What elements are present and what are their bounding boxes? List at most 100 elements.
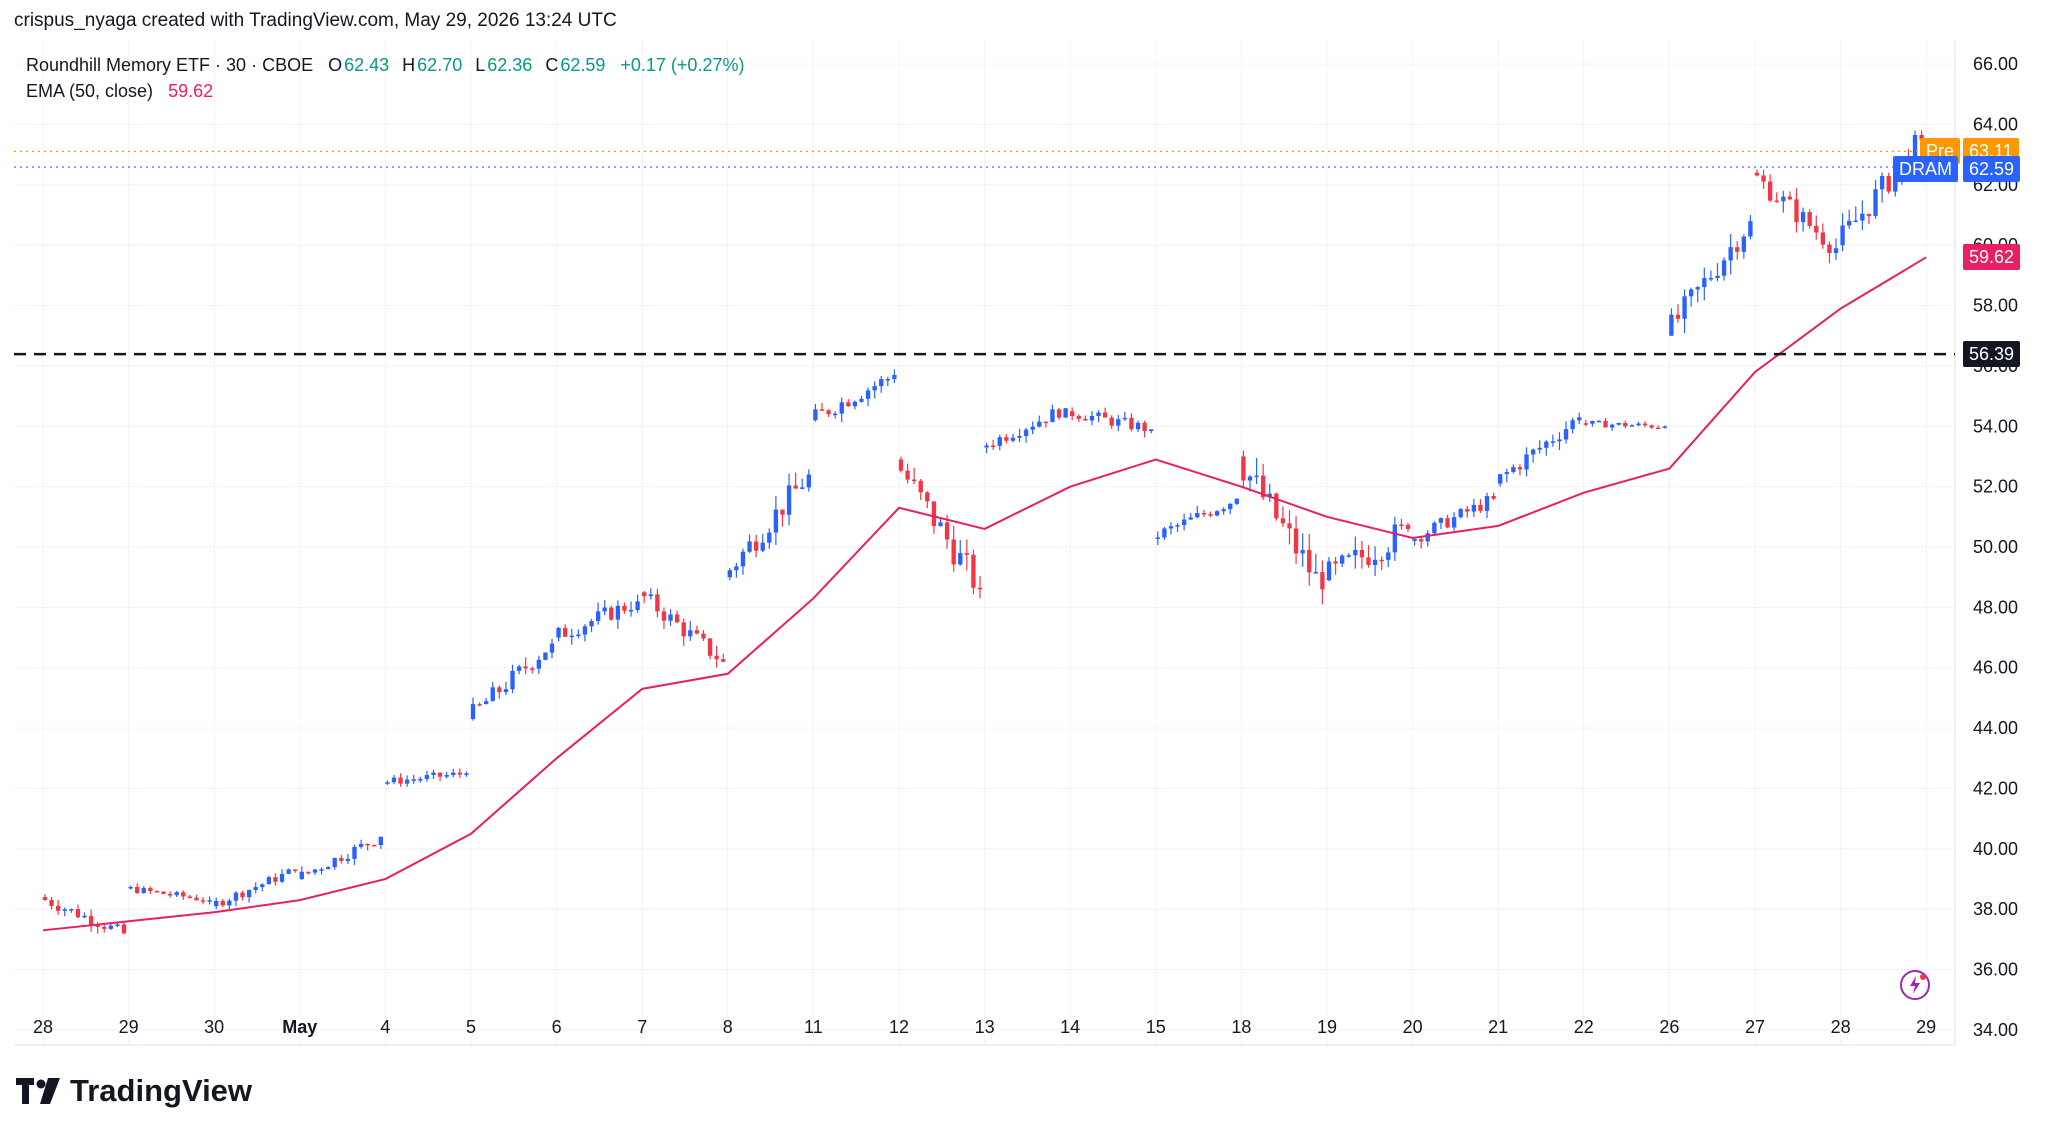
tradingview-logo[interactable]: TradingView xyxy=(16,1073,252,1109)
candle-body xyxy=(1629,425,1635,427)
candle-body xyxy=(1129,417,1134,430)
candle-body xyxy=(1267,493,1272,498)
candle-body xyxy=(1221,509,1226,512)
candle-body xyxy=(1471,504,1477,512)
candle-body xyxy=(1754,172,1760,176)
candle-body xyxy=(246,890,252,898)
candle-body xyxy=(1247,476,1253,481)
candle-body xyxy=(1010,437,1016,441)
candle-body xyxy=(622,605,627,611)
candle-body xyxy=(75,909,81,918)
candle-body xyxy=(1623,422,1628,427)
candle-body xyxy=(1741,236,1747,252)
candle-body xyxy=(642,592,647,597)
candle-body xyxy=(62,909,67,911)
candle-body xyxy=(1570,420,1575,430)
candle-body xyxy=(457,772,463,775)
candle-body xyxy=(88,915,94,926)
candle-body xyxy=(747,541,752,552)
candle-body xyxy=(925,492,930,502)
candle-body xyxy=(200,900,206,902)
candle-body xyxy=(135,886,140,893)
x-tick-label: 26 xyxy=(1659,1017,1679,1037)
legend-row-symbol: Roundhill Memory ETF · 30 · CBOE O 62.43 … xyxy=(26,52,746,78)
candle-body xyxy=(681,622,686,637)
candle-body xyxy=(161,891,166,894)
candle-body xyxy=(1280,518,1286,524)
candle-body xyxy=(141,888,146,893)
tradingview-logo-text: TradingView xyxy=(70,1073,253,1108)
candle-body xyxy=(753,541,759,551)
candle-body xyxy=(516,666,522,671)
close-value: 62.59 xyxy=(560,55,606,75)
candle-body xyxy=(1386,552,1391,560)
candle-body xyxy=(1682,296,1687,319)
ema-label[interactable]: EMA (50, close) xyxy=(26,81,154,101)
candle-body xyxy=(1063,408,1068,418)
candle-body xyxy=(1260,475,1266,498)
candle-body xyxy=(905,470,910,480)
candle-body xyxy=(1287,523,1292,529)
candle-body xyxy=(1794,199,1799,223)
candle-body xyxy=(1228,503,1233,510)
high-label: H xyxy=(402,55,416,75)
y-tick-label: 34.00 xyxy=(1973,1020,2018,1040)
candle-body xyxy=(1122,417,1128,420)
high-value: 62.70 xyxy=(417,55,463,75)
candle-body xyxy=(1293,528,1299,554)
candle-body xyxy=(918,480,923,493)
y-tick-label: 40.00 xyxy=(1973,839,2018,859)
candle-body xyxy=(1853,220,1858,223)
candle-body xyxy=(1840,225,1845,246)
symbol-name[interactable]: Roundhill Memory ETF · 30 · CBOE xyxy=(26,55,314,75)
candle-body xyxy=(187,896,193,898)
x-tick-label: 15 xyxy=(1146,1017,1166,1037)
candle-body xyxy=(154,891,160,893)
candle-body xyxy=(1307,550,1312,573)
candle-body xyxy=(1320,572,1325,590)
candle-body xyxy=(1043,421,1049,424)
candle-body xyxy=(938,522,943,527)
candle-body xyxy=(813,409,818,421)
candle-body xyxy=(1214,511,1220,516)
candle-body xyxy=(635,601,640,611)
x-tick-label: 30 xyxy=(204,1017,224,1037)
chart-legend: Roundhill Memory ETF · 30 · CBOE O 62.43 … xyxy=(26,52,746,104)
candle-body xyxy=(69,909,74,911)
y-tick-label: 42.00 xyxy=(1973,778,2018,798)
candle-body xyxy=(266,877,272,885)
candle-body xyxy=(1004,437,1009,441)
candle-body xyxy=(286,869,291,874)
candle-body xyxy=(1353,549,1358,556)
candle-body xyxy=(306,871,311,874)
low-label: L xyxy=(475,55,486,75)
candle-body xyxy=(839,402,844,414)
candle-body xyxy=(1083,418,1088,421)
candle-body xyxy=(365,843,370,846)
candle-body xyxy=(510,670,515,690)
dram-price-tag: 62.59 xyxy=(1963,156,2021,183)
candle-body xyxy=(319,869,324,871)
candle-body xyxy=(1234,498,1239,504)
candle-body xyxy=(1037,421,1042,427)
candle-body xyxy=(1056,409,1062,418)
candle-body xyxy=(609,607,614,620)
y-tick-label: 54.00 xyxy=(1973,416,2018,436)
candle-body xyxy=(701,633,706,639)
candle-body xyxy=(1491,495,1496,499)
y-tick-label: 46.00 xyxy=(1973,658,2018,678)
candle-body xyxy=(444,774,449,777)
candle-body xyxy=(1537,447,1542,450)
candle-body xyxy=(997,437,1002,446)
x-tick-label: 11 xyxy=(804,1017,823,1037)
candle-body xyxy=(1076,416,1081,419)
flash-icon[interactable] xyxy=(1900,970,1930,1000)
candle-body xyxy=(1175,525,1180,527)
candle-body xyxy=(852,401,858,407)
candle-body xyxy=(398,777,403,784)
candle-body xyxy=(1484,495,1490,511)
candle-body xyxy=(1372,559,1378,565)
candle-body xyxy=(832,413,838,416)
